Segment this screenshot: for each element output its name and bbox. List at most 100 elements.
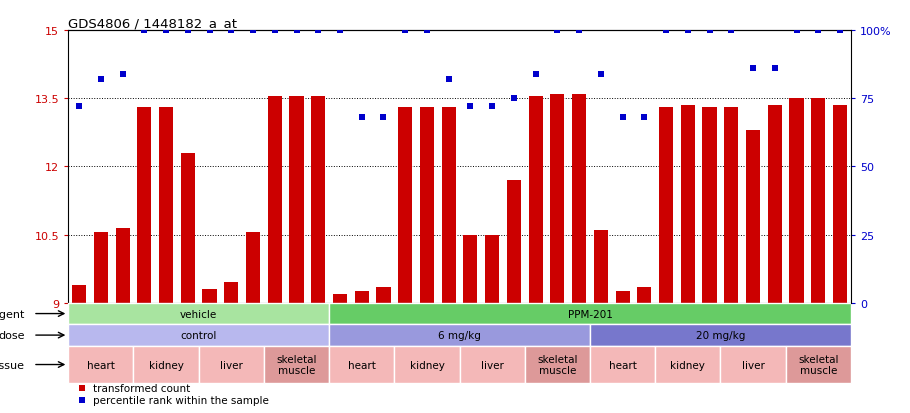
Text: vehicle: vehicle xyxy=(180,309,217,319)
Point xyxy=(180,28,195,34)
Text: skeletal
muscle: skeletal muscle xyxy=(537,354,578,375)
Point xyxy=(463,104,478,110)
Bar xyxy=(637,287,652,303)
Point xyxy=(94,77,108,83)
Bar xyxy=(833,106,847,303)
Bar xyxy=(72,285,86,303)
Point xyxy=(811,28,825,34)
Point xyxy=(833,28,847,34)
Bar xyxy=(116,228,129,303)
Text: transformed count: transformed count xyxy=(94,383,190,393)
Bar xyxy=(246,233,260,303)
Bar xyxy=(572,95,586,303)
Point xyxy=(550,28,564,34)
Bar xyxy=(329,325,590,346)
Point xyxy=(289,28,304,34)
Text: GDS4806 / 1448182_a_at: GDS4806 / 1448182_a_at xyxy=(68,17,238,30)
Bar xyxy=(420,108,434,303)
Point xyxy=(311,28,326,34)
Bar xyxy=(551,95,564,303)
Text: 20 mg/kg: 20 mg/kg xyxy=(696,330,745,340)
Text: skeletal
muscle: skeletal muscle xyxy=(277,354,317,375)
Point xyxy=(333,28,348,34)
Bar xyxy=(68,346,134,383)
Bar xyxy=(311,97,325,303)
Bar xyxy=(224,282,238,303)
Bar xyxy=(264,346,329,383)
Bar xyxy=(329,346,394,383)
Bar xyxy=(134,346,198,383)
Point xyxy=(224,28,238,34)
Bar xyxy=(460,346,525,383)
Bar xyxy=(703,108,716,303)
Bar xyxy=(399,108,412,303)
Text: liver: liver xyxy=(480,360,503,370)
Bar xyxy=(203,290,217,303)
Point xyxy=(72,104,86,110)
Text: heart: heart xyxy=(87,360,115,370)
Point xyxy=(485,104,500,110)
Point xyxy=(659,28,673,34)
Point xyxy=(529,71,543,78)
Bar xyxy=(329,303,851,325)
Point xyxy=(268,28,282,34)
Bar xyxy=(768,106,782,303)
Text: skeletal
muscle: skeletal muscle xyxy=(798,354,838,375)
Bar xyxy=(333,294,347,303)
Bar xyxy=(68,303,329,325)
Point xyxy=(441,77,456,83)
Text: kidney: kidney xyxy=(671,360,705,370)
Point xyxy=(420,28,434,34)
Point xyxy=(593,71,608,78)
Point xyxy=(767,66,782,72)
Bar xyxy=(594,230,608,303)
Point xyxy=(376,115,390,121)
Point xyxy=(202,28,217,34)
Bar xyxy=(724,108,738,303)
Text: kidney: kidney xyxy=(148,360,184,370)
Bar xyxy=(655,346,721,383)
Point xyxy=(637,115,652,121)
Bar xyxy=(590,346,655,383)
Text: kidney: kidney xyxy=(410,360,444,370)
Bar xyxy=(181,153,195,303)
Bar xyxy=(485,235,500,303)
Bar xyxy=(590,325,851,346)
Point xyxy=(507,96,521,102)
Point xyxy=(703,28,717,34)
Text: heart: heart xyxy=(348,360,376,370)
Bar xyxy=(289,97,304,303)
Text: control: control xyxy=(180,330,217,340)
Bar xyxy=(681,106,695,303)
Bar xyxy=(268,97,282,303)
Point xyxy=(681,28,695,34)
Text: 6 mg/kg: 6 mg/kg xyxy=(438,330,481,340)
Point xyxy=(137,28,152,34)
Bar xyxy=(198,346,264,383)
Bar xyxy=(441,108,456,303)
Point xyxy=(246,28,260,34)
Text: liver: liver xyxy=(220,360,243,370)
Bar xyxy=(355,292,369,303)
Point xyxy=(158,28,173,34)
Bar xyxy=(377,287,390,303)
Bar xyxy=(659,108,673,303)
Bar xyxy=(94,233,108,303)
Bar xyxy=(507,180,521,303)
Point xyxy=(571,28,586,34)
Text: percentile rank within the sample: percentile rank within the sample xyxy=(94,395,269,405)
Point xyxy=(789,28,804,34)
Bar xyxy=(394,346,460,383)
Text: tissue: tissue xyxy=(0,360,25,370)
Bar xyxy=(746,131,760,303)
Bar xyxy=(159,108,173,303)
Bar xyxy=(785,346,851,383)
Bar xyxy=(721,346,785,383)
Point xyxy=(724,28,739,34)
Point xyxy=(116,71,130,78)
Bar xyxy=(529,97,542,303)
Point xyxy=(398,28,412,34)
Bar xyxy=(525,346,590,383)
Text: liver: liver xyxy=(742,360,764,370)
Text: PPM-201: PPM-201 xyxy=(568,309,612,319)
